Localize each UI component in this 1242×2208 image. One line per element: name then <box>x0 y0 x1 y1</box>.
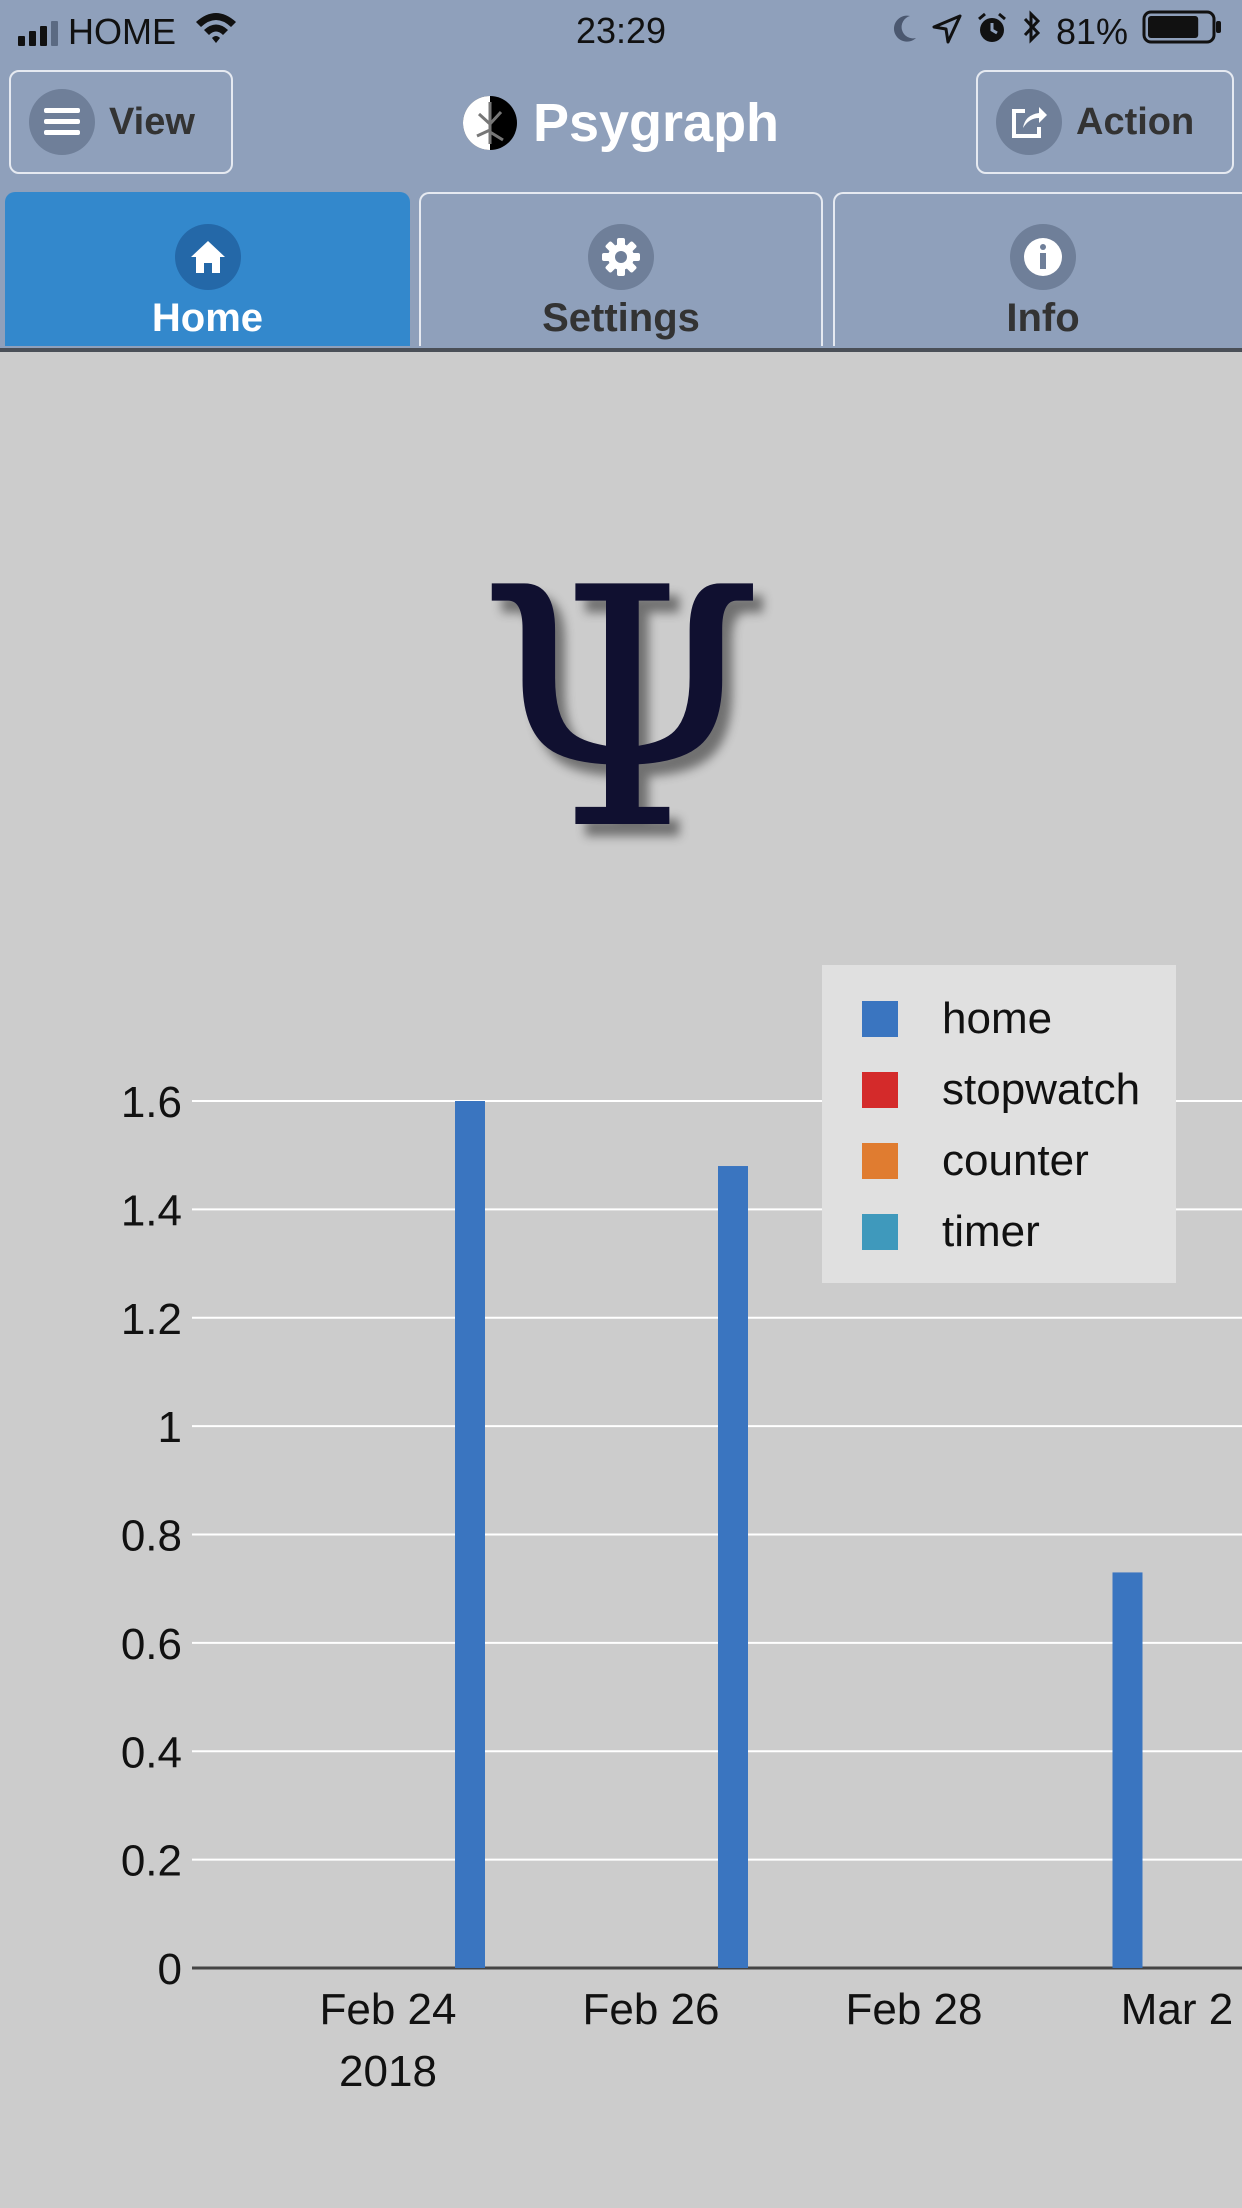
legend-swatch-home <box>862 1001 898 1037</box>
psygraph-logo <box>462 96 517 150</box>
action-label: Action <box>1076 100 1195 143</box>
wifi-icon <box>194 10 238 53</box>
moon-icon <box>892 11 918 53</box>
x-tick-sublabel: 2018 <box>339 2047 437 2096</box>
tab-home[interactable]: Home <box>5 192 410 346</box>
bar-home <box>455 1101 485 1968</box>
legend-label-counter: counter <box>942 1136 1089 1185</box>
x-tick-label: Feb 28 <box>846 1985 983 2034</box>
legend-swatch-stopwatch <box>862 1072 898 1108</box>
legend-item-home: home <box>862 994 1052 1044</box>
legend-label-stopwatch: stopwatch <box>942 1065 1141 1114</box>
legend-swatch-counter <box>862 1143 898 1179</box>
y-tick-label: 1 <box>158 1403 182 1452</box>
chart-legend: home stopwatch counter timer <box>822 965 1176 1283</box>
x-tick-label: Mar 2 <box>1121 1985 1233 2034</box>
status-bar: HOME 23:29 81% <box>0 0 1242 62</box>
legend-item-counter: counter <box>862 1136 1089 1186</box>
home-icon <box>174 224 241 290</box>
tab-info-label: Info <box>1006 296 1080 340</box>
x-tick-label: Feb 26 <box>583 1985 720 2034</box>
bar-home <box>718 1166 748 1968</box>
x-tick-label: Feb 24 <box>320 1985 457 2034</box>
psi-logo: Ψ <box>476 518 766 902</box>
legend-label-timer: timer <box>942 1207 1040 1256</box>
bar-home <box>1112 1572 1143 1968</box>
location-icon <box>932 11 962 53</box>
battery-percent: 81% <box>1055 10 1128 52</box>
legend-swatch-timer <box>862 1214 898 1250</box>
y-tick-label: 1.6 <box>121 1078 182 1127</box>
carrier-name: HOME <box>68 10 176 52</box>
tab-home-label: Home <box>151 296 264 340</box>
app-header: View Psygraph Action <box>0 62 1242 188</box>
clock: 23:29 <box>575 10 667 51</box>
bluetooth-icon <box>1022 10 1042 53</box>
tab-divider <box>0 348 1242 352</box>
info-icon <box>1010 224 1076 290</box>
share-icon <box>996 89 1062 155</box>
menu-icon <box>29 89 95 155</box>
y-tick-label: 1.2 <box>121 1295 182 1344</box>
y-tick-label: 0.2 <box>121 1837 182 1886</box>
signal-icon <box>18 18 58 46</box>
legend-item-stopwatch: stopwatch <box>862 1065 1140 1115</box>
app-title: Psygraph <box>0 92 1242 154</box>
action-button[interactable]: Action <box>976 70 1234 174</box>
y-tick-label: 0 <box>158 1945 182 1994</box>
alarm-icon <box>976 11 1008 53</box>
tab-bar: Home Settings Info <box>0 188 1242 348</box>
y-tick-label: 0.6 <box>121 1620 182 1669</box>
legend-item-timer: timer <box>862 1207 1040 1257</box>
y-tick-label: 1.4 <box>121 1186 182 1235</box>
tab-info[interactable]: Info <box>833 192 1242 346</box>
y-tick-label: 0.4 <box>121 1728 182 1777</box>
gear-icon <box>588 224 654 290</box>
app-title-text: Psygraph <box>532 93 780 153</box>
view-label: View <box>109 100 195 143</box>
view-button[interactable]: View <box>9 70 233 174</box>
tab-settings-label: Settings <box>542 296 700 340</box>
y-tick-label: 0.8 <box>121 1512 182 1561</box>
legend-label-home: home <box>942 994 1053 1043</box>
tab-settings[interactable]: Settings <box>419 192 823 346</box>
battery-icon <box>1142 10 1224 53</box>
